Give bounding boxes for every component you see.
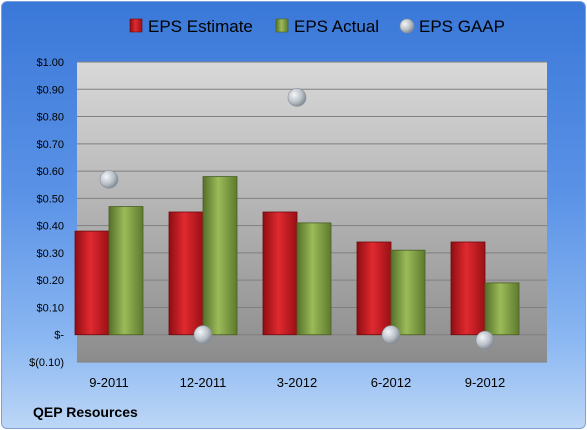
- bar-eps-estimate: [168, 211, 204, 336]
- y-tick-label: $0.80: [36, 112, 64, 124]
- x-tick-label: 9-2012: [465, 375, 505, 390]
- marker-eps-gaap: [475, 330, 495, 350]
- y-tick-label: $(0.10): [29, 357, 64, 369]
- y-tick-label: $0.10: [36, 302, 64, 314]
- x-tick-label: 12-2011: [180, 375, 227, 390]
- y-tick-label: $0.70: [36, 139, 64, 151]
- bar-eps-actual: [108, 206, 144, 336]
- x-axis-labels: 9-2011 12-2011 3-2012 6-2012 9-2012: [89, 375, 505, 390]
- y-tick-label: $0.50: [36, 193, 64, 205]
- marker-eps-gaap: [99, 169, 119, 189]
- bar-eps-actual: [296, 222, 332, 336]
- bar-series: [74, 176, 520, 336]
- bar-eps-actual: [202, 176, 238, 336]
- bar-eps-estimate: [262, 211, 298, 336]
- legend-swatch-eps-gaap: [399, 18, 415, 34]
- y-axis: $1.00 $0.90 $0.80 $0.70 $0.60 $0.50 $0.40 $0.30…: [29, 57, 64, 369]
- marker-eps-gaap: [193, 325, 213, 345]
- y-tick-label: $0.30: [36, 248, 64, 260]
- gaap-markers: [99, 88, 495, 350]
- x-tick-label: 9-2011: [89, 375, 129, 390]
- y-tick-label: $0.40: [36, 221, 64, 233]
- bar-eps-estimate: [450, 241, 486, 336]
- x-tick-label: 3-2012: [277, 375, 317, 390]
- marker-eps-gaap: [381, 325, 401, 345]
- x-tick-label: 6-2012: [371, 375, 411, 390]
- y-tick-label: $0.20: [36, 275, 64, 287]
- y-tick-label: $0.60: [36, 166, 64, 178]
- y-tick-label: $0.90: [36, 84, 64, 96]
- company-label: QEP Resources: [33, 404, 138, 420]
- bar-eps-actual: [484, 282, 520, 336]
- y-tick-label: $-: [54, 330, 64, 342]
- bar-eps-estimate: [356, 241, 392, 336]
- bar-eps-estimate: [74, 230, 110, 336]
- legend-swatch-eps-estimate: [129, 18, 143, 33]
- legend-label: EPS Estimate: [148, 17, 253, 36]
- legend-label: EPS Actual: [294, 17, 379, 36]
- marker-eps-gaap: [287, 88, 307, 107]
- bar-eps-actual: [390, 249, 426, 336]
- legend-swatch-eps-actual: [275, 18, 289, 33]
- legend-label: EPS GAAP: [419, 17, 505, 36]
- y-tick-label: $1.00: [36, 57, 64, 69]
- legend: EPS Estimate EPS Actual EPS GAAP: [129, 17, 505, 36]
